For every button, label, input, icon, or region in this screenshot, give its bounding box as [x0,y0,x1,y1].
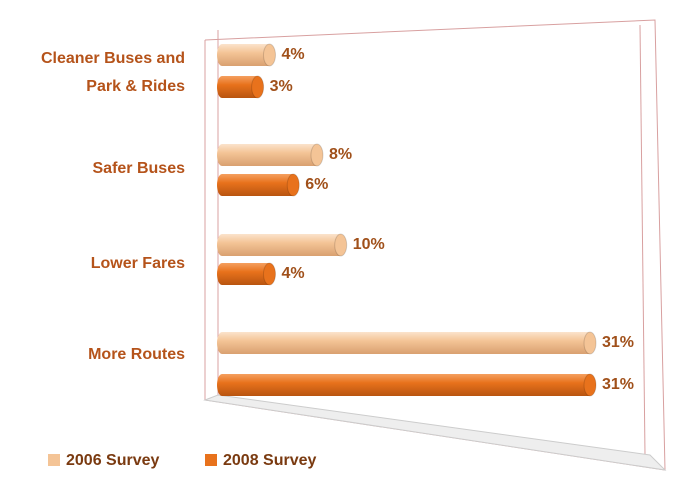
bar-end-cap [262,43,276,67]
bar-body [222,332,590,354]
bar-end-cap [251,75,265,99]
bar [217,262,276,286]
legend-swatch [48,454,60,466]
value-label: 8% [329,146,352,163]
value-label: 4% [281,46,304,63]
bar-body [222,174,294,196]
bar-body [222,144,317,166]
bar-start-cap [217,76,227,98]
bar-start-cap [217,374,227,396]
bar [217,331,597,355]
value-label: 10% [353,236,385,253]
value-label: 6% [305,176,328,193]
legend-label: 2006 Survey [66,452,160,469]
bar-body [222,44,270,66]
bar-body [222,374,590,396]
bar [217,75,265,99]
bar-end-cap [583,331,597,355]
bar-body [222,263,270,285]
value-label: 31% [602,376,634,393]
value-label: 31% [602,334,634,351]
bar-end-cap [262,262,276,286]
category-label: Lower Fares [91,255,185,272]
bar-body [222,76,258,98]
bar-end-cap [286,173,300,197]
legend-label: 2008 Survey [223,452,317,469]
bar-start-cap [217,263,227,285]
bar-body [222,234,341,256]
bar-end-cap [583,373,597,397]
bar-end-cap [334,233,348,257]
category-label: Cleaner Buses and Park & Rides [41,50,185,95]
legend-swatch [205,454,217,466]
category-label: Safer Buses [93,160,186,177]
value-label: 3% [270,78,293,95]
bar [217,373,597,397]
bar-end-cap [310,143,324,167]
category-label: More Routes [88,346,185,363]
bar-start-cap [217,144,227,166]
bar [217,233,348,257]
bar [217,43,276,67]
bar-start-cap [217,332,227,354]
bar [217,173,300,197]
bar-start-cap [217,44,227,66]
bar-start-cap [217,174,227,196]
value-label: 4% [281,265,304,282]
bar [217,143,324,167]
bar-start-cap [217,234,227,256]
